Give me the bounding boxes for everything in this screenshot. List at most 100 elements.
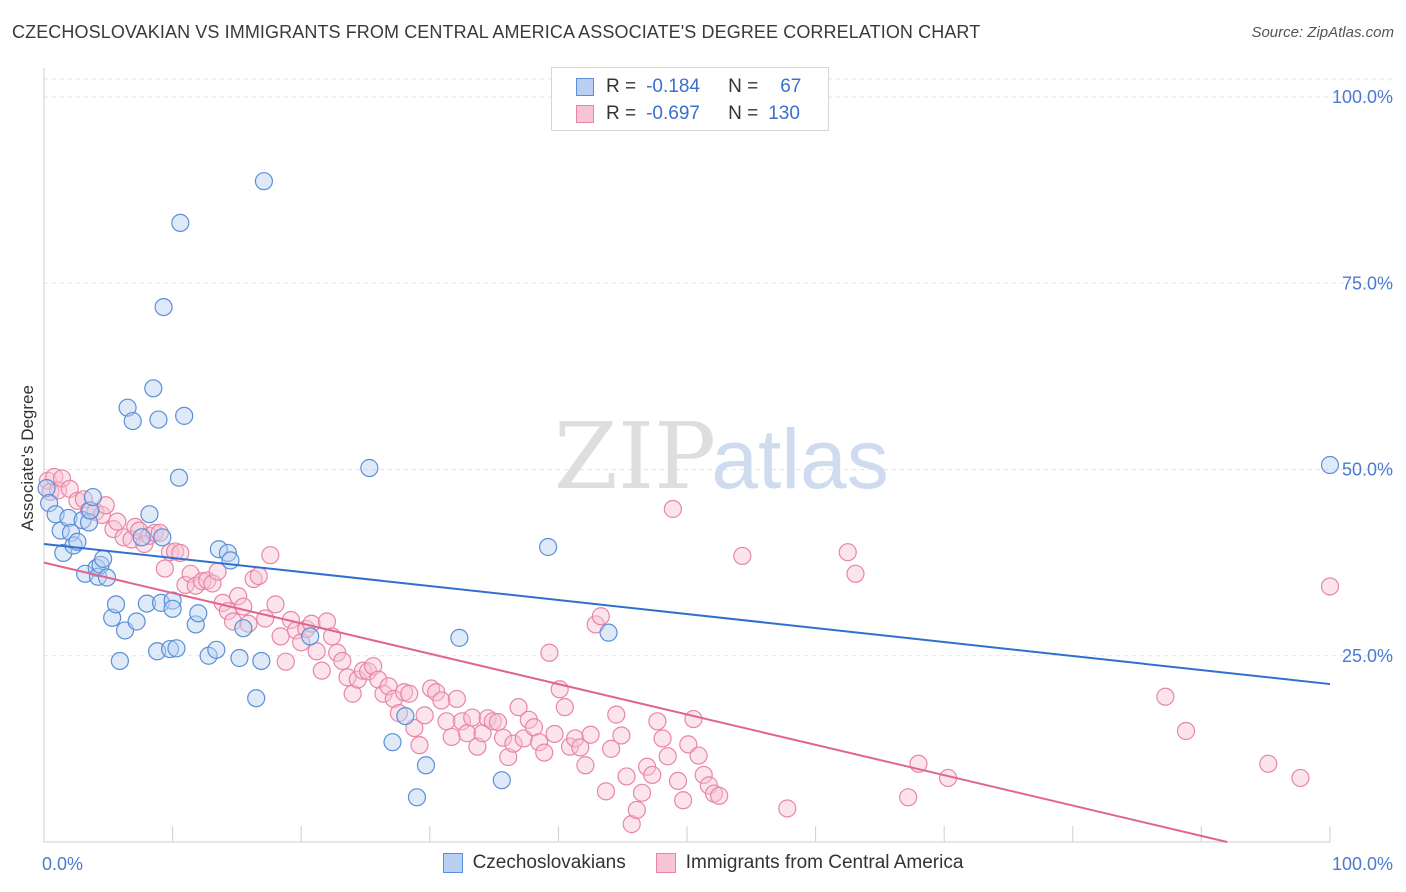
data-point	[68, 491, 87, 510]
legend-n-value: 67	[780, 76, 802, 97]
data-point	[301, 627, 320, 646]
data-point	[545, 724, 564, 744]
data-point	[175, 406, 194, 425]
data-point	[627, 800, 646, 820]
legend-item-immigrants: Immigrants from Central America	[655, 852, 963, 874]
data-point	[218, 543, 237, 563]
data-point	[643, 765, 662, 785]
data-point	[68, 532, 87, 551]
legend-r-value: -0.697	[646, 103, 700, 124]
data-point	[581, 725, 600, 744]
data-point	[154, 297, 173, 317]
data-point	[40, 493, 59, 513]
data-point	[54, 543, 73, 563]
data-point	[710, 786, 729, 805]
legend-row-immigrants: R = -0.697 N = 130	[552, 101, 800, 127]
data-point	[684, 709, 703, 729]
trend-line-czechoslovakians	[43, 543, 1331, 686]
data-point	[566, 729, 585, 748]
legend-swatch-pink	[655, 853, 676, 873]
data-point	[509, 698, 528, 717]
source-label: Source: ZipAtlas.com	[1251, 24, 1394, 41]
data-point	[221, 551, 240, 570]
data-point	[668, 771, 688, 791]
data-point	[383, 733, 402, 752]
legend-row-czechoslovakians: R = -0.184 N = 67	[552, 74, 801, 100]
data-point	[364, 657, 383, 676]
chart-title: CZECHOSLOVAKIAN VS IMMIGRANTS FROM CENTR…	[12, 22, 981, 42]
series-legend: Czechoslovakians Immigrants from Central…	[0, 852, 1406, 874]
data-point	[514, 729, 533, 748]
data-point	[653, 729, 672, 748]
data-point	[247, 689, 266, 708]
data-point	[140, 505, 159, 524]
data-point	[530, 733, 549, 752]
data-point	[369, 670, 388, 689]
data-point	[203, 574, 222, 593]
data-point	[452, 712, 472, 731]
data-point	[555, 698, 574, 717]
data-point	[144, 379, 163, 398]
gridlines	[44, 78, 1392, 657]
data-point	[447, 689, 466, 709]
data-point	[249, 566, 268, 586]
trend-line-immigrants	[43, 561, 1228, 843]
watermark: ZIP atlas	[554, 403, 889, 510]
data-point	[151, 593, 171, 612]
data-point	[343, 684, 362, 703]
data-point	[483, 712, 502, 731]
legend-r-label: R =	[606, 76, 637, 97]
data-point	[171, 543, 190, 563]
data-point	[276, 652, 295, 671]
data-point	[607, 705, 626, 724]
data-point	[1176, 721, 1196, 741]
data-point	[400, 684, 419, 703]
data-point	[407, 788, 427, 807]
data-point	[37, 479, 56, 498]
data-point	[733, 546, 752, 566]
data-point	[81, 501, 100, 520]
data-point	[648, 712, 667, 731]
watermark-zip: ZIP	[554, 403, 716, 510]
y-tick-label: 75.0%	[1342, 273, 1393, 293]
data-point	[209, 540, 228, 559]
data-point	[266, 595, 285, 614]
data-point	[617, 767, 636, 786]
data-point	[540, 643, 559, 662]
legend-n-value: 130	[768, 103, 800, 124]
data-point	[1320, 455, 1340, 475]
data-point	[632, 783, 652, 802]
data-point	[463, 708, 482, 727]
data-point	[108, 512, 127, 531]
data-point	[663, 499, 682, 519]
data-point	[49, 481, 68, 500]
data-point	[252, 651, 271, 671]
data-point	[596, 782, 616, 801]
tick-labels: 25.0% 50.0% 75.0% 100.0% 0.0% 100.0%	[42, 87, 1393, 874]
data-point	[244, 569, 263, 589]
data-point	[689, 746, 708, 765]
data-point	[149, 410, 168, 429]
data-point	[333, 651, 352, 671]
data-point	[694, 765, 713, 785]
data-point	[94, 549, 113, 569]
data-point	[599, 623, 618, 642]
series-czechoslovakians-points	[37, 172, 1340, 807]
legend-swatch-blue	[576, 78, 594, 96]
data-point	[658, 747, 677, 766]
data-point	[234, 597, 253, 616]
data-point	[442, 727, 461, 747]
data-point	[110, 651, 129, 671]
data-point	[160, 639, 180, 659]
data-point	[838, 543, 857, 562]
data-point	[167, 639, 186, 658]
y-tick-label: 25.0%	[1342, 646, 1393, 666]
data-point	[169, 468, 189, 487]
data-point	[679, 735, 698, 754]
watermark-atlas: atlas	[711, 412, 888, 506]
data-point	[127, 612, 146, 631]
legend-r-label: R =	[606, 103, 637, 124]
data-point	[132, 528, 151, 547]
data-point	[271, 627, 290, 646]
data-point	[674, 791, 693, 810]
